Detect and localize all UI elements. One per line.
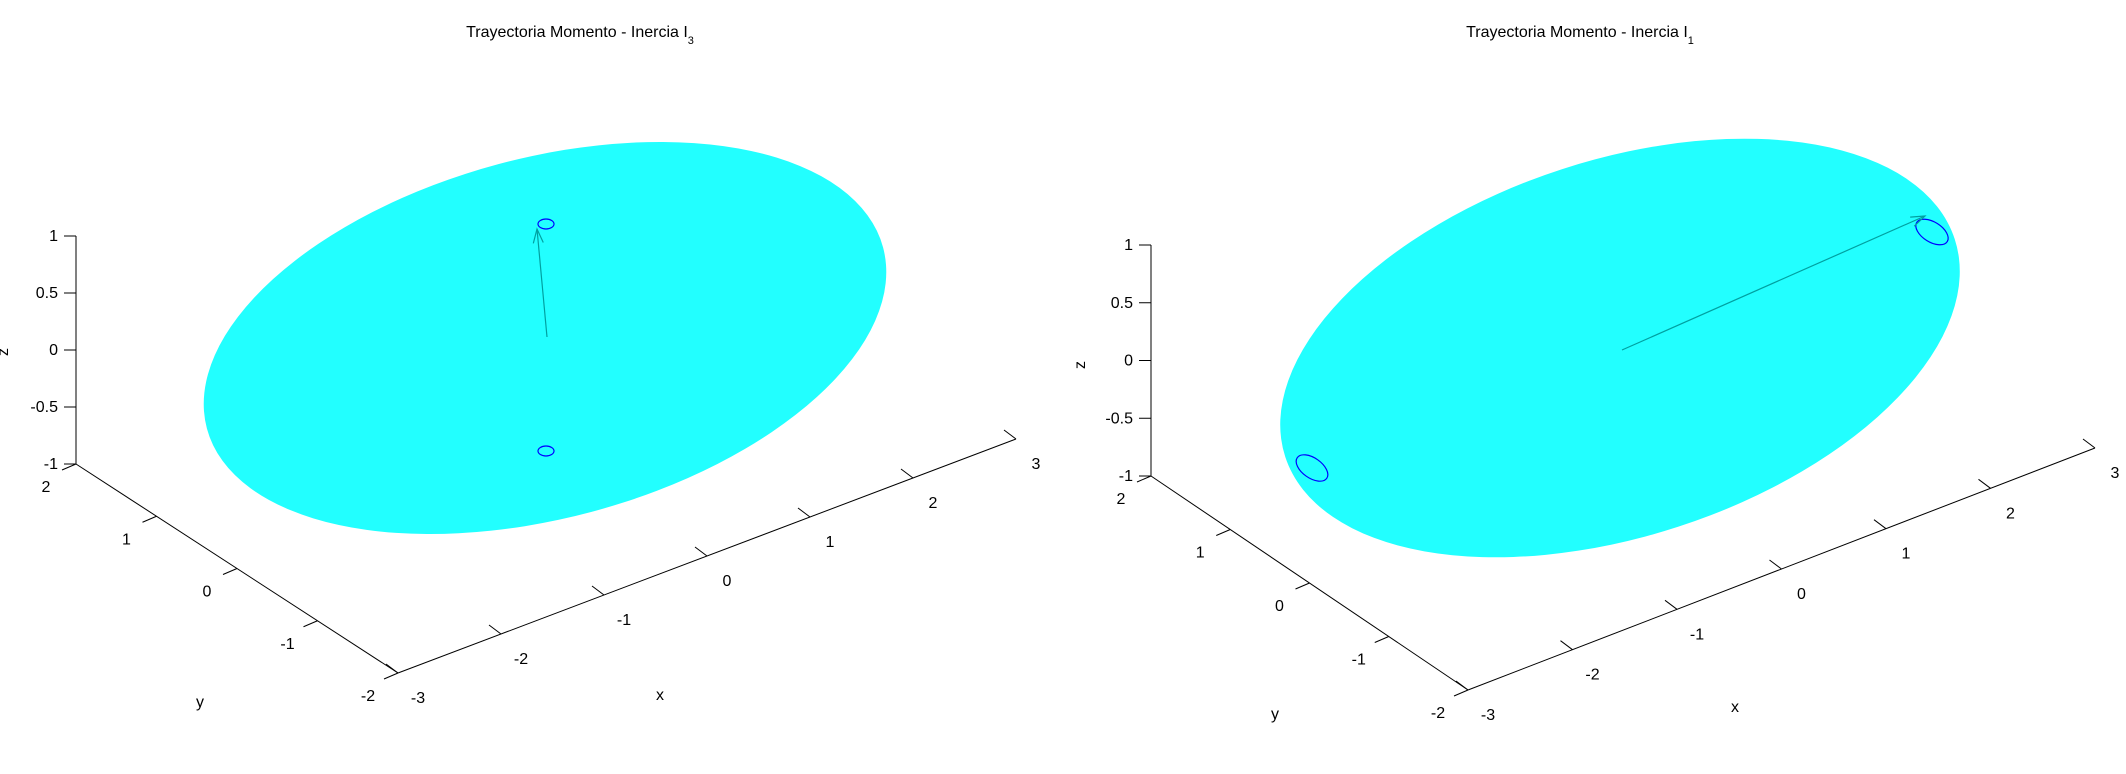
momentum-vector-head — [1910, 215, 1927, 227]
ellipsoid-surface — [203, 141, 887, 535]
x-axis-label: x — [656, 687, 664, 704]
y-tick-label: 0 — [203, 584, 212, 601]
y-tick-mark — [1374, 636, 1389, 643]
x-tick-mark — [2082, 438, 2096, 449]
chart-title-subscript: 1 — [1688, 35, 1694, 47]
z-tick-label: 0 — [49, 342, 58, 359]
z-tick-label: -0.5 — [30, 399, 58, 416]
z-tick-label: -0.5 — [1105, 410, 1133, 427]
trajectory-loop-1 — [537, 218, 555, 230]
y-tick-label: 2 — [42, 479, 51, 496]
z-tick-label: 0.5 — [36, 285, 58, 302]
x-tick-mark — [1003, 429, 1017, 440]
y-tick-label: -1 — [280, 636, 294, 653]
chart-title: Trayectoria Momento - Inercia I1 — [1466, 24, 1694, 47]
trajectory-loop-2 — [537, 445, 555, 457]
subplot-2: Trayectoria Momento - Inercia I1 -1 -0.5 0 0… — [1072, 24, 2120, 724]
x-tick-mark — [591, 585, 605, 596]
x-tick-label: 1 — [1902, 546, 1911, 563]
y-tick-label: -2 — [1431, 705, 1445, 722]
y-tick-mark — [1136, 475, 1152, 483]
x-tick-label: 3 — [2111, 465, 2120, 482]
x-tick-label: -3 — [1481, 707, 1495, 724]
y-tick-mark — [1295, 582, 1310, 590]
y-axis-label: y — [1271, 706, 1279, 723]
momentum-vector-head — [532, 227, 544, 244]
momentum-vector — [536, 228, 548, 338]
z-axis-label: z — [1072, 361, 1089, 369]
y-tick-mark — [303, 620, 318, 628]
ellipsoid-surface — [1280, 138, 1960, 558]
y-tick-mark — [383, 672, 399, 680]
x-tick-label: 1 — [826, 534, 835, 551]
x-tick-mark — [488, 624, 502, 635]
x-tick-label: -1 — [1690, 626, 1704, 643]
x-tick-mark — [1560, 640, 1573, 651]
trajectory-loop-2 — [1295, 454, 1329, 482]
trajectory-loop-1 — [1915, 218, 1949, 246]
y-tick-label: -2 — [361, 688, 375, 705]
x-tick-mark — [385, 663, 399, 674]
z-tick-label: 1 — [1124, 237, 1133, 254]
y-tick-mark — [1216, 529, 1231, 536]
x-tick-label: 0 — [723, 573, 732, 590]
y-tick-label: -1 — [1352, 652, 1366, 669]
z-tick-label: 0.5 — [1111, 295, 1133, 312]
y-tick-label: 1 — [1196, 545, 1205, 562]
x-tick-label: -3 — [411, 690, 425, 707]
x-tick-mark — [1664, 599, 1678, 610]
chart-title: Trayectoria Momento - Inercia I3 — [466, 24, 694, 47]
x-tick-mark — [1873, 519, 1887, 530]
chart-title-subscript: 3 — [688, 35, 694, 47]
x-tick-mark — [694, 546, 708, 557]
momentum-vector — [1621, 215, 1926, 351]
y-tick-mark — [61, 463, 77, 471]
x-tick-mark — [1455, 680, 1469, 691]
x-tick-label: 3 — [1032, 456, 1041, 473]
y-tick-mark — [142, 515, 157, 523]
subplot-1: Trayectoria Momento - Inercia I3 -1 -0.5 0 0… — [0, 24, 1041, 711]
x-axis-label: x — [1731, 699, 1739, 716]
y-axis-label: y — [196, 694, 204, 711]
x-tick-mark — [1978, 478, 1991, 489]
z-tick-label: -1 — [1119, 468, 1133, 485]
y-tick-label: 2 — [1117, 491, 1126, 508]
x-tick-label: 2 — [2006, 505, 2015, 522]
y-tick-mark — [1453, 689, 1469, 697]
x-tick-label: -2 — [1585, 667, 1599, 684]
z-tick-label: 1 — [49, 228, 58, 245]
z-tick-label: 0 — [1124, 353, 1133, 370]
x-tick-label: -2 — [514, 651, 528, 668]
x-tick-mark — [900, 468, 914, 479]
y-tick-mark — [222, 568, 238, 575]
z-axis-label: z — [0, 348, 12, 356]
y-tick-label: 1 — [122, 531, 131, 548]
x-tick-mark — [797, 507, 811, 518]
x-tick-label: 2 — [929, 495, 938, 512]
x-tick-mark — [1769, 559, 1782, 570]
x-tick-label: 0 — [1797, 586, 1806, 603]
x-tick-label: -1 — [617, 612, 631, 629]
z-tick-label: -1 — [44, 456, 58, 473]
y-tick-label: 0 — [1275, 598, 1284, 615]
